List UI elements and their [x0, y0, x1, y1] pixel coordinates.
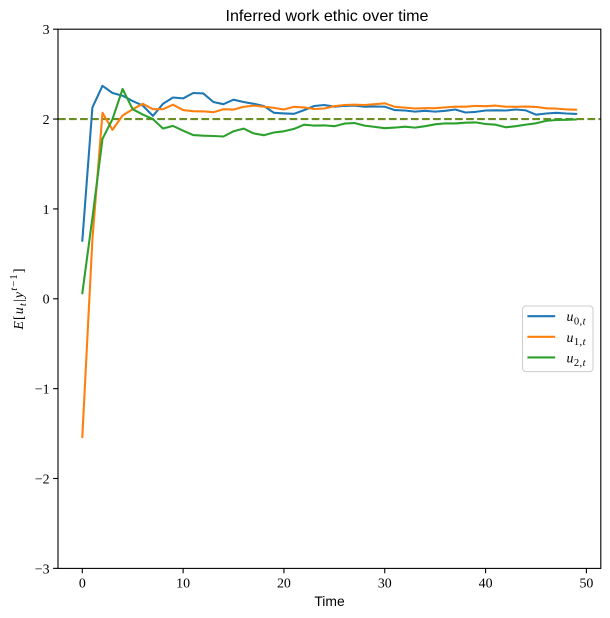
svg-text:1: 1: [43, 203, 50, 218]
svg-text:50: 50: [579, 577, 593, 592]
svg-text:u1,t: u1,t: [567, 331, 587, 348]
svg-text:−1: −1: [35, 383, 50, 398]
svg-text:−3: −3: [35, 562, 50, 577]
svg-text:10: 10: [176, 577, 190, 592]
svg-text:0: 0: [79, 577, 86, 592]
svg-text:u2,t: u2,t: [567, 351, 587, 368]
svg-text:20: 20: [277, 577, 291, 592]
svg-text:2: 2: [43, 113, 50, 128]
svg-text:Inferred work ethic over time: Inferred work ethic over time: [225, 7, 428, 25]
svg-text:40: 40: [479, 577, 493, 592]
svg-text:u0,t: u0,t: [567, 310, 587, 327]
svg-text:Time: Time: [314, 593, 345, 609]
svg-text:−2: −2: [35, 472, 50, 487]
svg-text:E[ut|yt−1]: E[ut|yt−1]: [9, 267, 29, 330]
svg-text:30: 30: [378, 577, 392, 592]
svg-text:0: 0: [43, 293, 50, 308]
svg-text:3: 3: [43, 23, 50, 38]
